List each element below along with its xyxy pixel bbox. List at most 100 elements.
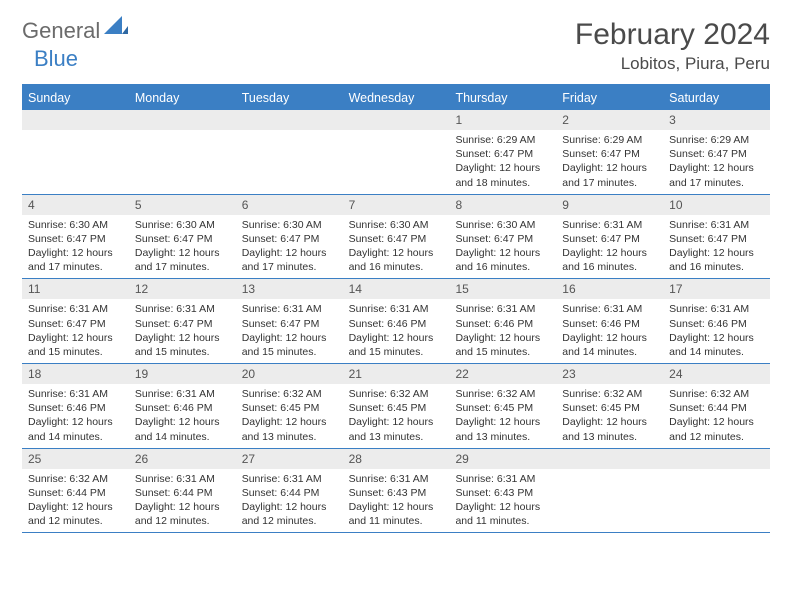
sunrise-text: Sunrise: 6:31 AM <box>349 472 444 486</box>
day-cell <box>556 449 663 533</box>
sunset-text: Sunset: 6:43 PM <box>455 486 550 500</box>
sunset-text: Sunset: 6:45 PM <box>349 401 444 415</box>
daylight-text: Daylight: 12 hours and 17 minutes. <box>562 161 657 189</box>
sunrise-text: Sunrise: 6:31 AM <box>135 387 230 401</box>
daylight-text: Daylight: 12 hours and 11 minutes. <box>455 500 550 528</box>
day-details: Sunrise: 6:31 AMSunset: 6:46 PMDaylight:… <box>449 299 556 363</box>
day-number: 18 <box>22 364 129 384</box>
day-details: Sunrise: 6:31 AMSunset: 6:46 PMDaylight:… <box>129 384 236 448</box>
sunset-text: Sunset: 6:47 PM <box>669 232 764 246</box>
week-row: 11Sunrise: 6:31 AMSunset: 6:47 PMDayligh… <box>22 279 770 364</box>
daylight-text: Daylight: 12 hours and 14 minutes. <box>135 415 230 443</box>
daylight-text: Daylight: 12 hours and 15 minutes. <box>455 331 550 359</box>
day-number: 6 <box>236 195 343 215</box>
day-cell: 19Sunrise: 6:31 AMSunset: 6:46 PMDayligh… <box>129 364 236 448</box>
sunrise-text: Sunrise: 6:32 AM <box>455 387 550 401</box>
week-row: 18Sunrise: 6:31 AMSunset: 6:46 PMDayligh… <box>22 364 770 449</box>
daylight-text: Daylight: 12 hours and 12 minutes. <box>135 500 230 528</box>
day-number: 28 <box>343 449 450 469</box>
daylight-text: Daylight: 12 hours and 17 minutes. <box>135 246 230 274</box>
sunset-text: Sunset: 6:44 PM <box>28 486 123 500</box>
sunrise-text: Sunrise: 6:32 AM <box>28 472 123 486</box>
day-cell: 21Sunrise: 6:32 AMSunset: 6:45 PMDayligh… <box>343 364 450 448</box>
daylight-text: Daylight: 12 hours and 11 minutes. <box>349 500 444 528</box>
day-number <box>236 110 343 130</box>
day-number <box>663 449 770 469</box>
sunset-text: Sunset: 6:46 PM <box>562 317 657 331</box>
day-cell: 1Sunrise: 6:29 AMSunset: 6:47 PMDaylight… <box>449 110 556 194</box>
logo-text-blue: Blue <box>34 46 78 71</box>
day-details: Sunrise: 6:31 AMSunset: 6:47 PMDaylight:… <box>556 215 663 279</box>
day-number: 2 <box>556 110 663 130</box>
day-cell: 22Sunrise: 6:32 AMSunset: 6:45 PMDayligh… <box>449 364 556 448</box>
day-number: 14 <box>343 279 450 299</box>
sunset-text: Sunset: 6:45 PM <box>562 401 657 415</box>
day-number: 7 <box>343 195 450 215</box>
sunrise-text: Sunrise: 6:29 AM <box>455 133 550 147</box>
sunset-text: Sunset: 6:47 PM <box>135 232 230 246</box>
day-details: Sunrise: 6:31 AMSunset: 6:43 PMDaylight:… <box>343 469 450 533</box>
day-cell: 5Sunrise: 6:30 AMSunset: 6:47 PMDaylight… <box>129 195 236 279</box>
sunrise-text: Sunrise: 6:32 AM <box>349 387 444 401</box>
day-details: Sunrise: 6:31 AMSunset: 6:47 PMDaylight:… <box>236 299 343 363</box>
daylight-text: Daylight: 12 hours and 18 minutes. <box>455 161 550 189</box>
day-number: 20 <box>236 364 343 384</box>
sunrise-text: Sunrise: 6:30 AM <box>349 218 444 232</box>
day-number: 23 <box>556 364 663 384</box>
sunrise-text: Sunrise: 6:31 AM <box>669 218 764 232</box>
sunset-text: Sunset: 6:47 PM <box>242 317 337 331</box>
day-details: Sunrise: 6:29 AMSunset: 6:47 PMDaylight:… <box>449 130 556 194</box>
day-number <box>129 110 236 130</box>
sunset-text: Sunset: 6:46 PM <box>135 401 230 415</box>
daylight-text: Daylight: 12 hours and 16 minutes. <box>455 246 550 274</box>
day-details: Sunrise: 6:30 AMSunset: 6:47 PMDaylight:… <box>343 215 450 279</box>
sunrise-text: Sunrise: 6:30 AM <box>28 218 123 232</box>
day-cell: 23Sunrise: 6:32 AMSunset: 6:45 PMDayligh… <box>556 364 663 448</box>
sunrise-text: Sunrise: 6:31 AM <box>562 302 657 316</box>
day-header: Thursday <box>449 86 556 110</box>
title-block: February 2024 Lobitos, Piura, Peru <box>575 18 770 74</box>
sunset-text: Sunset: 6:46 PM <box>349 317 444 331</box>
sunrise-text: Sunrise: 6:31 AM <box>455 472 550 486</box>
day-details: Sunrise: 6:29 AMSunset: 6:47 PMDaylight:… <box>663 130 770 194</box>
day-header: Saturday <box>663 86 770 110</box>
sunrise-text: Sunrise: 6:30 AM <box>135 218 230 232</box>
daylight-text: Daylight: 12 hours and 15 minutes. <box>135 331 230 359</box>
day-details: Sunrise: 6:32 AMSunset: 6:45 PMDaylight:… <box>449 384 556 448</box>
sunset-text: Sunset: 6:47 PM <box>135 317 230 331</box>
day-number: 16 <box>556 279 663 299</box>
sunrise-text: Sunrise: 6:30 AM <box>242 218 337 232</box>
sunset-text: Sunset: 6:46 PM <box>28 401 123 415</box>
sunset-text: Sunset: 6:47 PM <box>28 317 123 331</box>
daylight-text: Daylight: 12 hours and 12 minutes. <box>669 415 764 443</box>
day-cell: 27Sunrise: 6:31 AMSunset: 6:44 PMDayligh… <box>236 449 343 533</box>
location-label: Lobitos, Piura, Peru <box>575 54 770 74</box>
day-number <box>22 110 129 130</box>
day-details: Sunrise: 6:31 AMSunset: 6:44 PMDaylight:… <box>236 469 343 533</box>
sunrise-text: Sunrise: 6:32 AM <box>562 387 657 401</box>
day-cell <box>663 449 770 533</box>
sunrise-text: Sunrise: 6:31 AM <box>242 302 337 316</box>
day-cell: 2Sunrise: 6:29 AMSunset: 6:47 PMDaylight… <box>556 110 663 194</box>
day-cell: 14Sunrise: 6:31 AMSunset: 6:46 PMDayligh… <box>343 279 450 363</box>
day-details: Sunrise: 6:31 AMSunset: 6:47 PMDaylight:… <box>663 215 770 279</box>
sunset-text: Sunset: 6:47 PM <box>562 232 657 246</box>
day-details: Sunrise: 6:30 AMSunset: 6:47 PMDaylight:… <box>22 215 129 279</box>
day-number: 26 <box>129 449 236 469</box>
sunrise-text: Sunrise: 6:31 AM <box>135 472 230 486</box>
sunrise-text: Sunrise: 6:32 AM <box>669 387 764 401</box>
daylight-text: Daylight: 12 hours and 14 minutes. <box>28 415 123 443</box>
day-cell: 3Sunrise: 6:29 AMSunset: 6:47 PMDaylight… <box>663 110 770 194</box>
day-cell: 10Sunrise: 6:31 AMSunset: 6:47 PMDayligh… <box>663 195 770 279</box>
daylight-text: Daylight: 12 hours and 16 minutes. <box>349 246 444 274</box>
sunrise-text: Sunrise: 6:30 AM <box>455 218 550 232</box>
daylight-text: Daylight: 12 hours and 16 minutes. <box>562 246 657 274</box>
sunset-text: Sunset: 6:44 PM <box>242 486 337 500</box>
day-number: 29 <box>449 449 556 469</box>
day-number: 19 <box>129 364 236 384</box>
day-cell: 25Sunrise: 6:32 AMSunset: 6:44 PMDayligh… <box>22 449 129 533</box>
day-number: 1 <box>449 110 556 130</box>
daylight-text: Daylight: 12 hours and 13 minutes. <box>349 415 444 443</box>
sunset-text: Sunset: 6:47 PM <box>455 147 550 161</box>
daylight-text: Daylight: 12 hours and 15 minutes. <box>28 331 123 359</box>
